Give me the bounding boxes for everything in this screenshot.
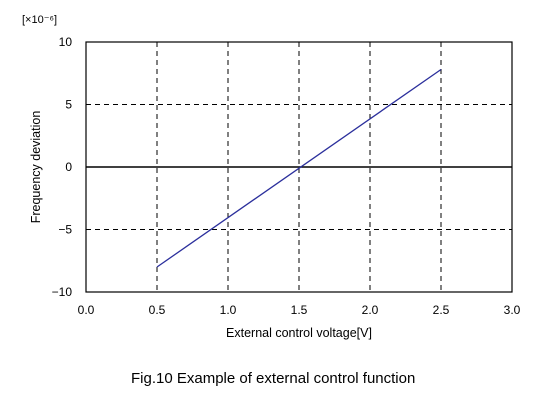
y-axis-title: Frequency deviation (29, 111, 43, 224)
y-scale-label: [×10⁻⁶] (22, 14, 57, 26)
x-tick-label: 1.0 (220, 303, 237, 317)
y-tick-label: 5 (65, 98, 72, 112)
x-tick-label: 2.0 (362, 303, 379, 317)
x-tick-label: 1.5 (291, 303, 308, 317)
series-line (156, 68, 442, 268)
x-tick-label: 3.0 (504, 303, 521, 317)
y-tick-label: −5 (58, 223, 72, 237)
x-tick-label: 0.5 (149, 303, 166, 317)
x-tick-label: 2.5 (433, 303, 450, 317)
y-tick-label: 10 (59, 35, 73, 49)
y-tick-label: 0 (65, 160, 72, 174)
x-tick-labels: 0.0 0.5 1.0 1.5 2.0 2.5 3.0 (78, 303, 521, 317)
y-tick-label: −10 (52, 285, 73, 299)
x-axis-title: External control voltage[V] (226, 326, 372, 340)
series-group (156, 68, 442, 268)
y-tick-labels: 10 5 0 −5 −10 (52, 35, 73, 299)
figure-caption: Fig.10 Example of external control funct… (131, 370, 415, 387)
grid (86, 42, 512, 292)
x-tick-label: 0.0 (78, 303, 95, 317)
